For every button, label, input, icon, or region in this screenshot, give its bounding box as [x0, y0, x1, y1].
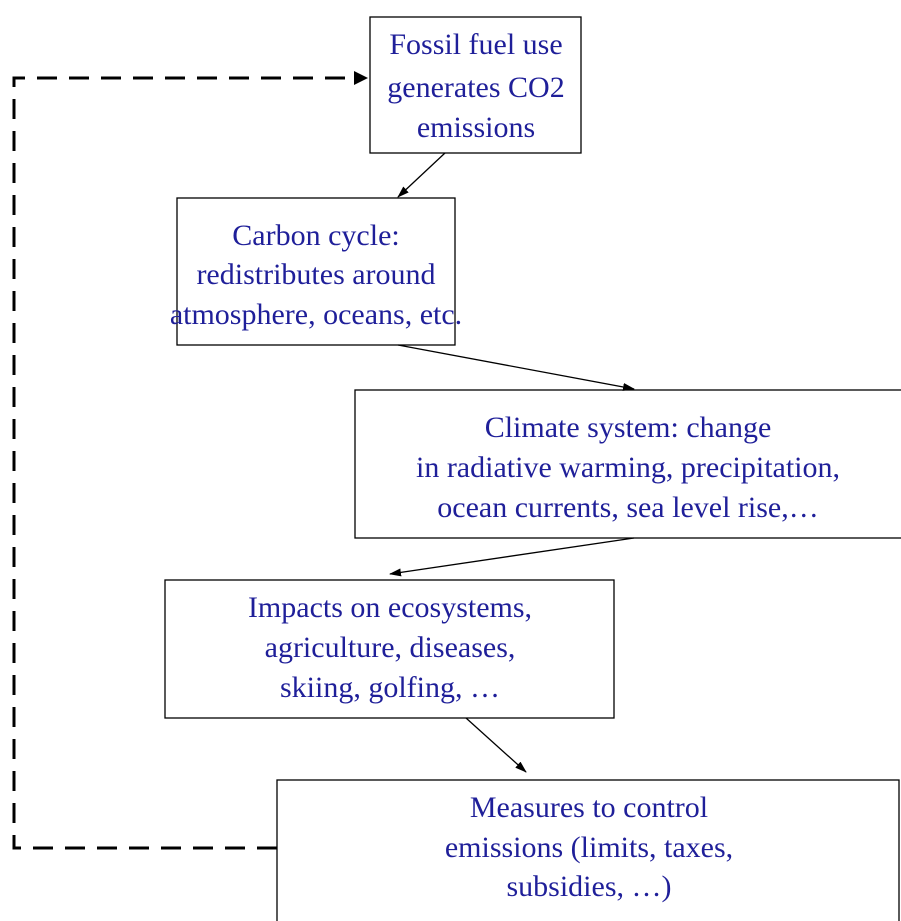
node-label: Fossil fuel use [389, 28, 562, 61]
node-label: skiing, golfing, … [280, 671, 500, 704]
node-label: redistributes around [196, 258, 435, 291]
arrow-head [354, 71, 368, 85]
node-label: ocean currents, sea level rise,… [437, 491, 819, 524]
node-label: atmosphere, oceans, etc. [170, 298, 462, 331]
node-label: generates CO2 [387, 71, 564, 104]
node-label: emissions (limits, taxes, [445, 831, 733, 864]
feedback-arrow [12, 76, 356, 850]
labels: Fossil fuel use generates CO2 emissions Car… [170, 28, 840, 903]
arrow [389, 537, 635, 577]
arrow [397, 152, 446, 198]
arrow [465, 717, 527, 773]
node-box [276, 779, 900, 921]
node-label: emissions [417, 111, 535, 144]
node-box [354, 389, 901, 539]
node-label: Climate system: change [485, 411, 772, 444]
node-label: Measures to control [470, 791, 708, 824]
node-label: in radiative warming, precipitation, [416, 451, 840, 484]
node-label: agriculture, diseases, [265, 631, 516, 664]
node-box [369, 16, 582, 154]
node-box [164, 579, 615, 719]
arrow [397, 344, 635, 391]
node-label: subsidies, …) [507, 870, 672, 903]
node-label: Carbon cycle: [232, 219, 399, 252]
node-box [176, 197, 456, 346]
node-label: Impacts on ecosystems, [248, 591, 532, 624]
